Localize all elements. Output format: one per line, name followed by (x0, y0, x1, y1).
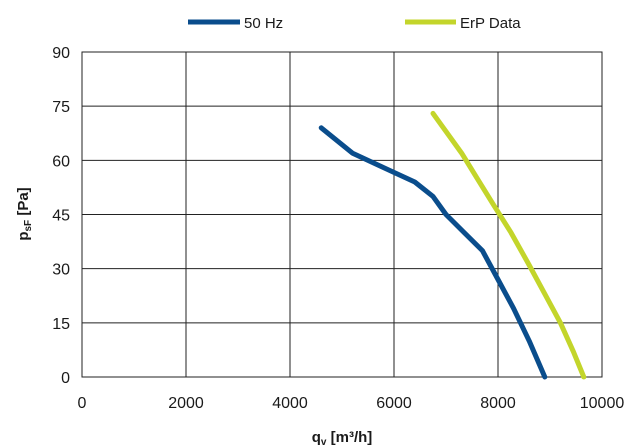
legend-label-erp-data: ErP Data (460, 15, 521, 32)
x-tick-label: 8000 (480, 395, 516, 412)
y-tick-label: 15 (52, 316, 70, 333)
legend: 50 Hz ErP Data (188, 15, 521, 32)
x-tick-label: 0 (78, 395, 87, 412)
grid (81, 51, 603, 378)
x-axis-label: qv [m³/h] (312, 429, 373, 446)
y-tick-label: 45 (52, 208, 70, 225)
y-tick-label: 0 (61, 370, 70, 387)
y-axis-label: psF [Pa] (15, 187, 34, 240)
x-tick-label: 6000 (376, 395, 412, 412)
legend-label-50hz: 50 Hz (244, 15, 283, 32)
y-tick-label: 75 (52, 99, 70, 116)
y-tick-label: 60 (52, 153, 70, 170)
x-tick-label: 10000 (580, 395, 625, 412)
series (318, 110, 587, 380)
x-tick-labels: 0 2000 4000 6000 8000 10000 (78, 395, 625, 412)
series-line-erp-data (430, 110, 587, 380)
y-tick-labels: 0 15 30 45 60 75 90 (52, 45, 70, 387)
x-tick-label: 2000 (168, 395, 204, 412)
plot-frame (81, 51, 603, 378)
y-tick-label: 30 (52, 262, 70, 279)
y-tick-label: 90 (52, 45, 70, 62)
series-line-50-hz (318, 125, 548, 380)
x-tick-label: 4000 (272, 395, 308, 412)
